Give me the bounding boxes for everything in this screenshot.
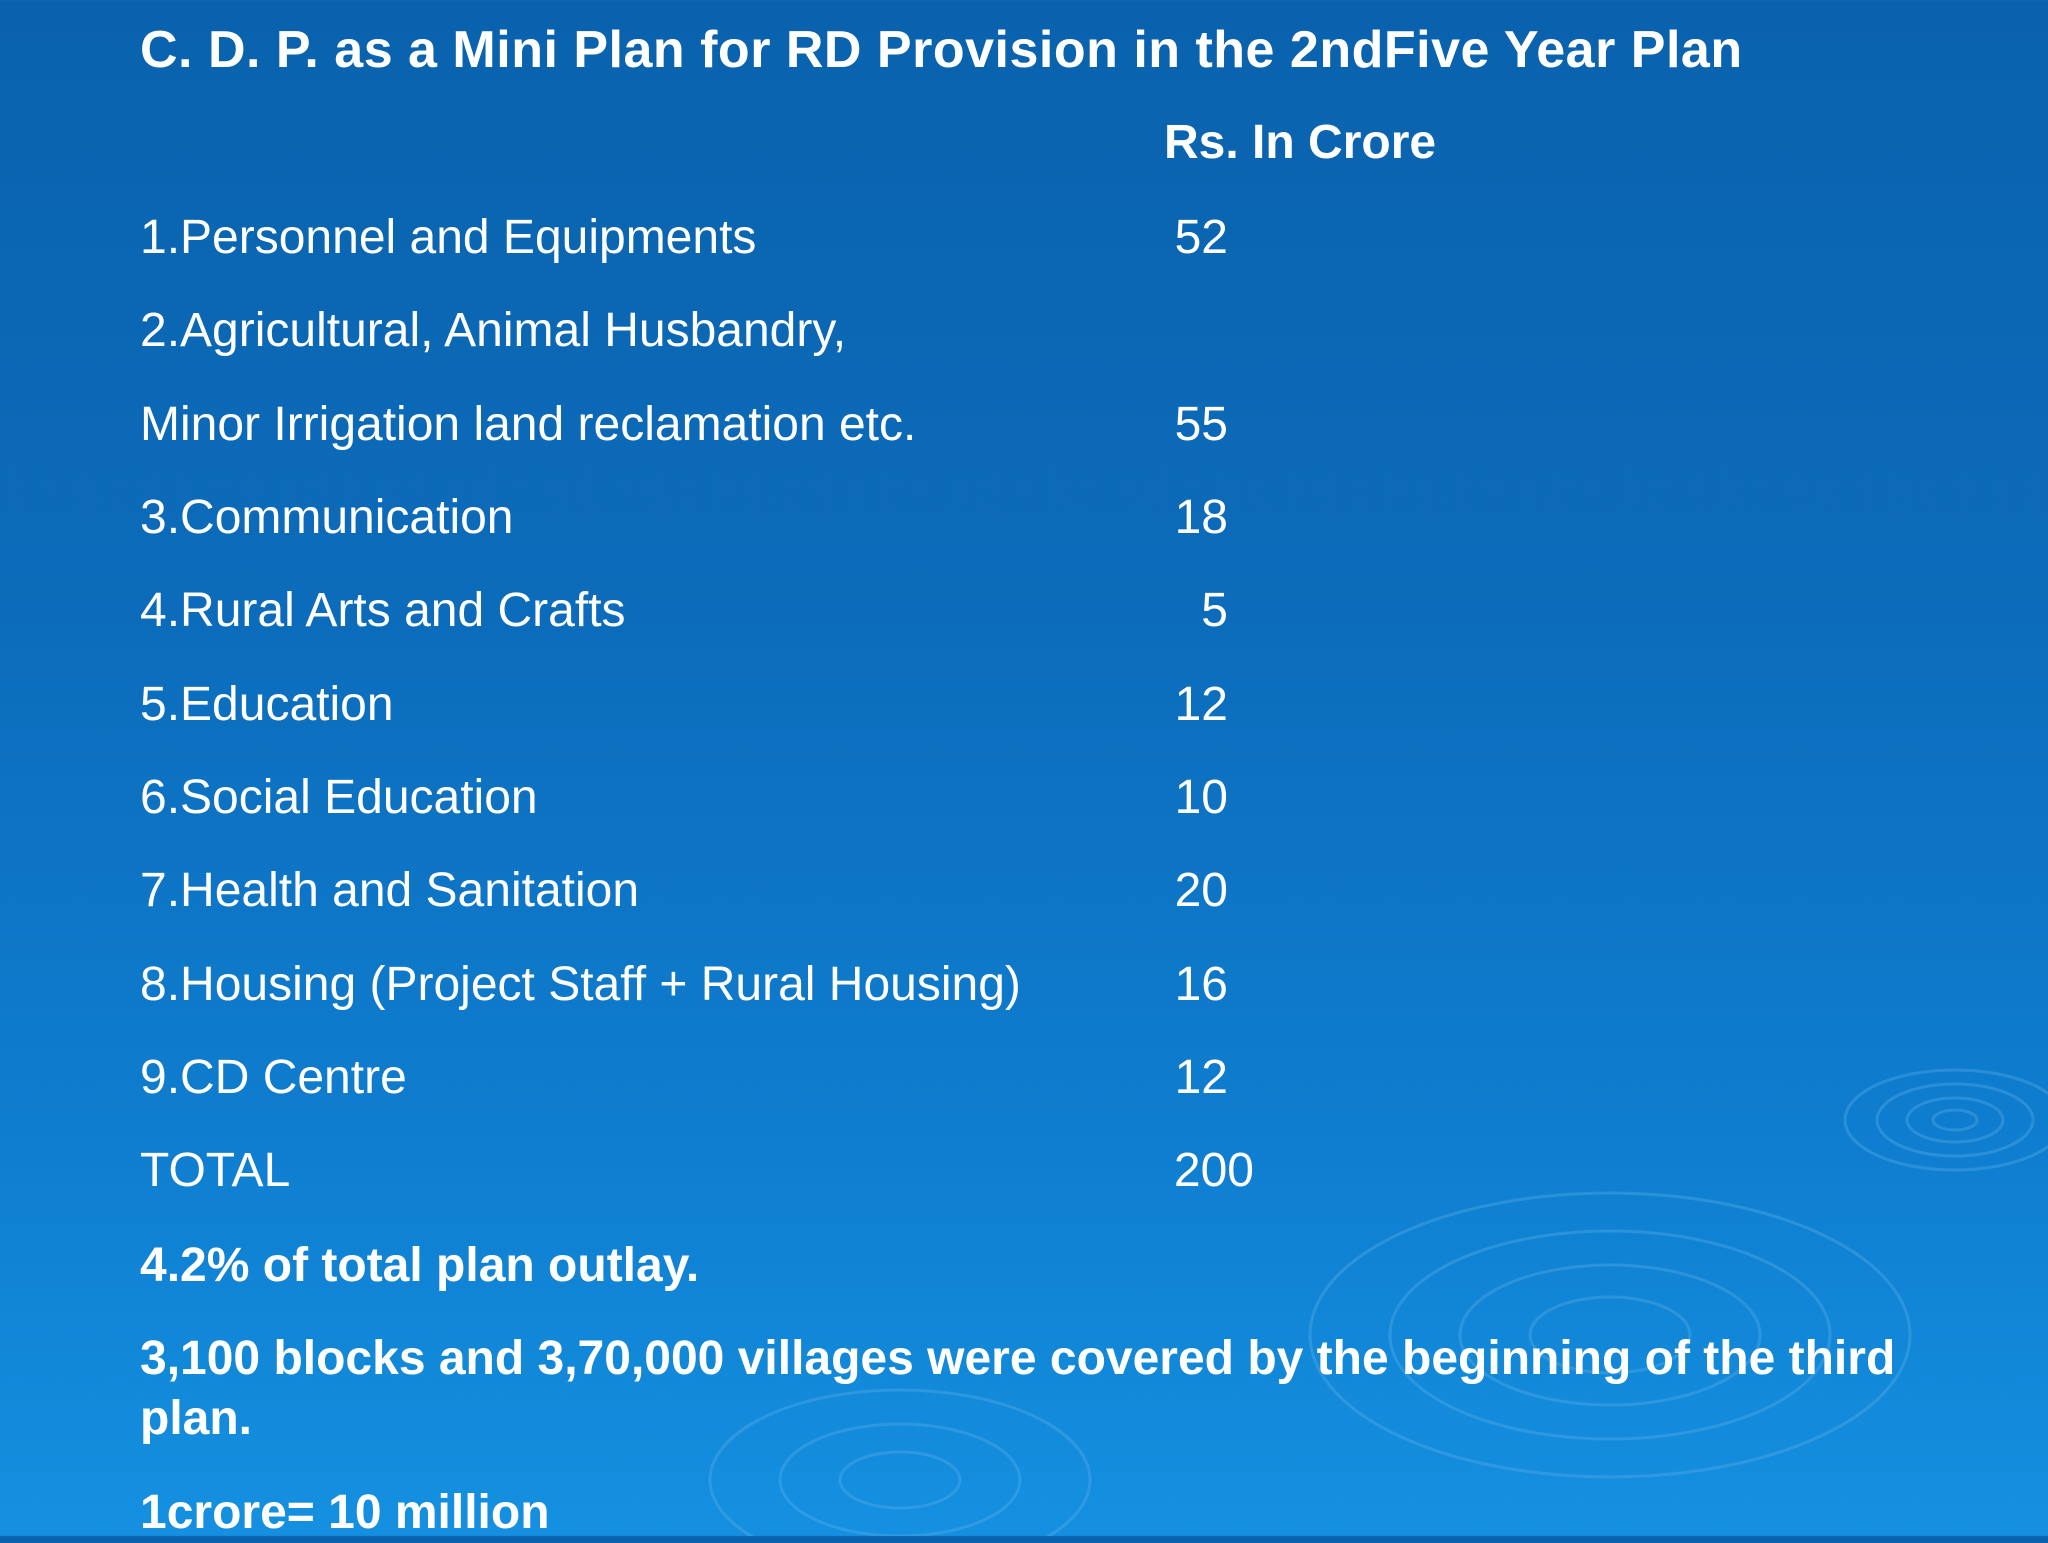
- table-row: 5.Education 12: [140, 670, 2040, 740]
- row-label: Minor Irrigation land reclamation etc.: [140, 398, 917, 451]
- table-row: 7.Health and Sanitation 20: [140, 856, 2040, 926]
- row-value: 12: [1174, 1051, 1228, 1104]
- row-value: 5: [1201, 584, 1228, 637]
- row-label: 7.Health and Sanitation: [140, 864, 640, 917]
- row-value: 55: [1174, 398, 1228, 451]
- row-label: 9.CD Centre: [140, 1051, 407, 1104]
- row-value: 16: [1174, 958, 1228, 1011]
- note-plan-outlay: 4.2% of total plan outlay.: [140, 1239, 700, 1292]
- table-row: 9.CD Centre 12: [140, 1043, 2040, 1113]
- table-row: 6.Social Education 10: [140, 763, 2040, 833]
- table-row: 4.Rural Arts and Crafts 5: [140, 576, 2040, 646]
- row-label: 3.Communication: [140, 491, 514, 544]
- row-label: 2.Agricultural, Animal Husbandry,: [140, 304, 847, 357]
- table-row: 3.Communication 18: [140, 483, 2040, 553]
- table-row: 2.Agricultural, Animal Husbandry,: [140, 296, 2040, 366]
- total-label: TOTAL: [140, 1144, 291, 1197]
- row-label: 6.Social Education: [140, 771, 538, 824]
- row-label: 4.Rural Arts and Crafts: [140, 584, 626, 637]
- row-value: 20: [1174, 864, 1228, 917]
- row-value: 52: [1174, 211, 1228, 264]
- table-row: 1.Personnel and Equipments 52: [140, 203, 2040, 273]
- note-coverage: 3,100 blocks and 3,70,000 villages were …: [140, 1332, 1896, 1445]
- row-value: 18: [1174, 491, 1228, 544]
- table-row: Minor Irrigation land reclamation etc. 5…: [140, 390, 2040, 460]
- row-value: 10: [1174, 771, 1228, 824]
- total-row: TOTAL 200: [140, 1136, 2040, 1206]
- row-label: 1.Personnel and Equipments: [140, 211, 757, 264]
- table-row: 8.Housing (Project Staff + Rural Housing…: [140, 950, 2040, 1020]
- row-label: 8.Housing (Project Staff + Rural Housing…: [140, 958, 1021, 1011]
- total-value: 200: [1173, 1144, 1254, 1197]
- unit-header: Rs. In Crore: [1164, 116, 1437, 169]
- note-crore-conversion: 1crore= 10 million: [140, 1486, 550, 1539]
- slide-title: C. D. P. as a Mini Plan for RD Provision…: [140, 21, 1743, 79]
- row-label: 5.Education: [140, 678, 394, 731]
- row-value: 12: [1174, 678, 1228, 731]
